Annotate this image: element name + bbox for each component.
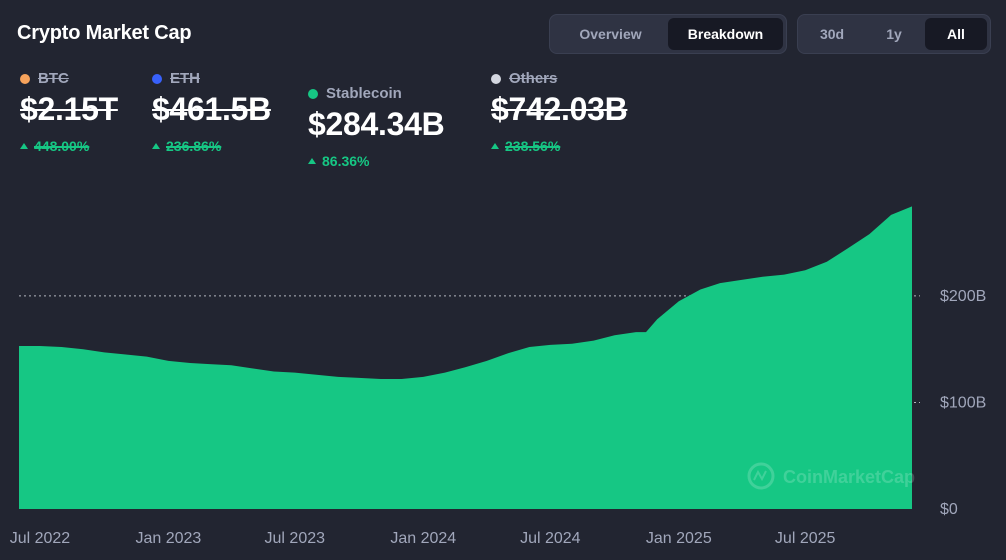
x-tick-label: Jul 2025 [775,530,836,547]
data-point[interactable] [889,213,893,217]
data-point[interactable] [357,376,361,380]
data-point[interactable] [825,260,829,264]
legend-name: ETH [170,70,200,87]
up-arrow-icon [308,158,316,164]
legend-name: BTC [38,70,69,87]
data-point[interactable] [38,344,42,348]
y-tick-label: $200B [940,288,986,305]
x-tick-label: Jul 2023 [265,530,326,547]
data-point[interactable] [188,361,192,365]
data-point[interactable] [910,204,914,208]
legend-item-stablecoin[interactable]: Stablecoin $284.34B 86.36% [308,85,445,169]
data-point[interactable] [400,377,404,381]
watermark-text: CoinMarketCap [783,467,915,487]
data-point[interactable] [548,343,552,347]
x-tick-label: Jan 2024 [390,530,456,547]
data-point[interactable] [847,246,851,250]
coinmarketcap-logo-mark [753,469,767,482]
range-toggle: 30d 1y All [797,14,991,54]
data-point[interactable] [570,342,574,346]
data-point[interactable] [443,371,447,375]
y-tick-label: $0 [940,501,958,518]
legend-change: 448.00% [34,138,90,154]
legend-change: 238.56% [505,138,561,154]
data-point[interactable] [782,273,786,277]
data-point[interactable] [379,377,383,381]
coinmarketcap-watermark: CoinMarketCap [747,462,915,490]
tab-breakdown[interactable]: Breakdown [668,18,783,50]
tab-overview[interactable]: Overview [579,26,642,42]
eth-dot-icon [152,73,162,84]
x-tick-label: Jul 2024 [520,530,581,547]
legend-value: $742.03B [491,91,628,127]
x-tick-label: Jan 2025 [646,530,712,547]
data-point[interactable] [613,333,617,337]
data-point[interactable] [293,371,297,375]
legend-value: $284.34B [308,106,445,142]
legend-value: $461.5B [152,91,271,127]
legend-change: 86.36% [322,153,370,169]
y-tick-label: $100B [940,394,986,411]
x-tick-label: Jan 2023 [135,530,201,547]
up-arrow-icon [491,143,499,149]
legend-change: 236.86% [166,138,222,154]
data-point[interactable] [102,350,106,354]
legend-item-btc[interactable]: BTC $2.15T 448.00% [20,70,118,154]
up-arrow-icon [152,143,160,149]
data-point[interactable] [463,365,467,369]
data-point[interactable] [81,347,85,351]
coinmarketcap-logo-icon [747,462,775,490]
data-point[interactable] [867,232,871,236]
data-point[interactable] [527,345,531,349]
data-point[interactable] [250,366,254,370]
data-point[interactable] [421,375,425,379]
data-point[interactable] [336,375,340,379]
data-point[interactable] [655,317,659,321]
data-point[interactable] [677,299,681,303]
data-point[interactable] [145,355,149,359]
x-tick-label: Jul 2022 [10,530,71,547]
legend-value: $2.15T [20,91,118,127]
legend-item-others[interactable]: Others $742.03B 238.56% [491,70,628,154]
data-point[interactable] [718,281,722,285]
others-dot-icon [491,73,501,84]
data-point[interactable] [634,330,638,334]
data-point[interactable] [803,268,807,272]
data-point[interactable] [740,278,744,282]
data-point[interactable] [272,370,276,374]
data-point[interactable] [208,362,212,366]
data-point[interactable] [60,345,64,349]
page-title: Crypto Market Cap [17,22,192,44]
data-point[interactable] [124,353,128,357]
data-point[interactable] [698,288,702,292]
data-point[interactable] [644,330,648,334]
data-point[interactable] [17,344,21,348]
legend-name: Stablecoin [326,85,402,102]
range-30d-button[interactable]: 30d [819,26,845,42]
data-point[interactable] [506,351,510,355]
up-arrow-icon [20,143,28,149]
data-point[interactable] [761,275,765,279]
view-toggle: Overview Breakdown [549,14,787,54]
data-point[interactable] [229,363,233,367]
data-point[interactable] [592,339,596,343]
data-point[interactable] [485,359,489,363]
btc-dot-icon [20,73,30,84]
legend-name: Others [509,70,558,87]
range-1y-button[interactable]: 1y [886,26,902,42]
legend-item-eth[interactable]: ETH $461.5B 236.86% [152,70,271,154]
stablecoin-dot-icon [308,88,318,99]
stablecoin-area[interactable] [19,206,912,509]
data-point[interactable] [166,359,170,363]
data-point[interactable] [314,373,318,377]
range-all-button[interactable]: All [925,18,987,50]
